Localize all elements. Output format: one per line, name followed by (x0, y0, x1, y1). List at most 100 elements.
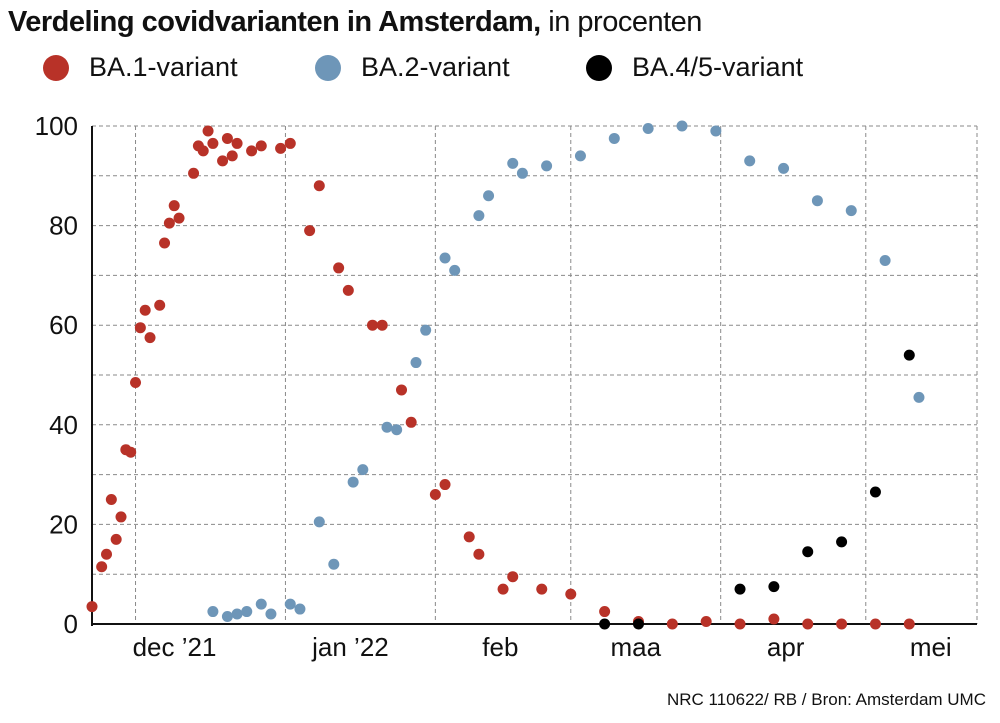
point-ba-2-variant (347, 476, 359, 488)
point-ba-1-variant (139, 304, 151, 316)
point-ba-2-variant (541, 160, 553, 172)
point-ba-1-variant (217, 155, 229, 167)
point-ba-1-variant (903, 618, 915, 630)
point-ba-1-variant (188, 167, 200, 179)
point-ba-1-variant (255, 140, 267, 152)
point-ba-1-variant (207, 137, 219, 149)
point-ba-1-variant (836, 618, 848, 630)
point-ba-1-variant (507, 571, 519, 583)
point-ba-2-variant (507, 157, 519, 169)
legend-label-ba2: BA.2-variant (361, 52, 510, 82)
point-ba-4-5-variant (734, 583, 746, 595)
y-tick-label: 20 (49, 509, 78, 539)
point-ba-2-variant (381, 421, 393, 433)
point-ba-1-variant (130, 376, 142, 388)
point-ba-2-variant (676, 120, 688, 132)
point-ba-2-variant (265, 608, 277, 620)
point-ba-1-variant (463, 531, 475, 543)
point-ba-1-variant (313, 180, 325, 192)
x-tick-label: mei (910, 632, 952, 662)
point-ba-1-variant (565, 588, 577, 600)
x-tick-label: dec ’21 (133, 632, 217, 662)
point-ba-2-variant (313, 516, 325, 528)
point-ba-2-variant (391, 424, 403, 436)
point-ba-1-variant (304, 225, 316, 237)
point-ba-2-variant (241, 606, 253, 618)
point-ba-1-variant (125, 446, 137, 458)
point-ba-1-variant (86, 601, 98, 613)
point-ba-1-variant (231, 137, 243, 149)
y-tick-label: 100 (35, 111, 78, 141)
point-ba-2-variant (778, 162, 790, 174)
legend-label-ba45: BA.4/5-variant (632, 52, 804, 82)
point-ba-1-variant (599, 606, 611, 618)
point-ba-4-5-variant (869, 486, 881, 498)
point-ba-1-variant (202, 125, 214, 137)
point-ba-2-variant (221, 611, 233, 623)
legend-marker-ba45 (586, 54, 612, 81)
point-ba-2-variant (294, 603, 306, 615)
x-tick-label: jan ’22 (311, 632, 389, 662)
chart-title-main: Verdeling covidvarianten in Amsterdam, (8, 6, 541, 38)
point-ba-2-variant (357, 464, 369, 476)
point-ba-2-variant (879, 254, 891, 266)
point-ba-1-variant (366, 319, 378, 331)
point-ba-1-variant (221, 132, 233, 144)
point-ba-1-variant (101, 548, 113, 560)
legend-item-ba1: BA.1-variant (43, 52, 238, 83)
point-ba-1-variant (376, 319, 388, 331)
y-tick-label: 60 (49, 310, 78, 340)
point-ba-1-variant (439, 479, 451, 491)
point-ba-2-variant (473, 210, 485, 222)
point-ba-1-variant (96, 561, 108, 573)
point-ba-1-variant (429, 489, 441, 501)
point-ba-4-5-variant (632, 618, 644, 630)
legend-item-ba2: BA.2-variant (315, 52, 510, 83)
point-ba-1-variant (666, 618, 678, 630)
point-ba-4-5-variant (768, 581, 780, 593)
y-tick-label: 40 (49, 410, 78, 440)
point-ba-2-variant (255, 598, 267, 610)
legend-marker-ba1 (43, 54, 69, 81)
legend-label-ba1: BA.1-variant (89, 52, 238, 82)
point-ba-1-variant (226, 150, 238, 162)
point-ba-4-5-variant (802, 546, 814, 558)
point-ba-1-variant (163, 217, 175, 229)
point-ba-4-5-variant (836, 536, 848, 548)
x-tick-label: apr (767, 632, 805, 662)
point-ba-1-variant (144, 332, 156, 344)
x-tick-label: feb (482, 632, 518, 662)
chart-title-unit: in procenten (540, 6, 702, 38)
point-ba-2-variant (744, 155, 756, 167)
point-ba-2-variant (608, 132, 620, 144)
point-ba-1-variant (154, 299, 166, 311)
point-ba-1-variant (275, 142, 287, 154)
source-credit: NRC 110622/ RB / Bron: Amsterdam UMC (666, 690, 986, 709)
chart-title: Verdeling covidvarianten in Amsterdam, i… (8, 6, 702, 39)
point-ba-1-variant (497, 583, 509, 595)
point-ba-1-variant (246, 145, 258, 157)
point-ba-2-variant (231, 608, 243, 620)
point-ba-2-variant (207, 606, 219, 618)
point-ba-1-variant (197, 145, 209, 157)
point-ba-1-variant (284, 137, 296, 149)
point-ba-1-variant (700, 616, 712, 628)
point-ba-2-variant (449, 264, 461, 276)
point-ba-2-variant (439, 252, 451, 264)
point-ba-1-variant (110, 533, 122, 545)
point-ba-1-variant (869, 618, 881, 630)
point-ba-1-variant (173, 212, 185, 224)
point-ba-2-variant (516, 167, 528, 179)
point-ba-1-variant (768, 613, 780, 625)
point-ba-1-variant (105, 494, 117, 505)
point-ba-1-variant (342, 284, 354, 296)
y-tick-label: 0 (64, 609, 78, 639)
point-ba-2-variant (420, 324, 432, 336)
point-ba-2-variant (410, 357, 422, 369)
point-ba-1-variant (115, 511, 127, 523)
point-ba-2-variant (845, 205, 857, 217)
point-ba-2-variant (913, 391, 925, 403)
legend: BA.1-variant BA.2-variant BA.4/5-variant (0, 52, 1000, 92)
point-ba-1-variant (168, 200, 180, 212)
